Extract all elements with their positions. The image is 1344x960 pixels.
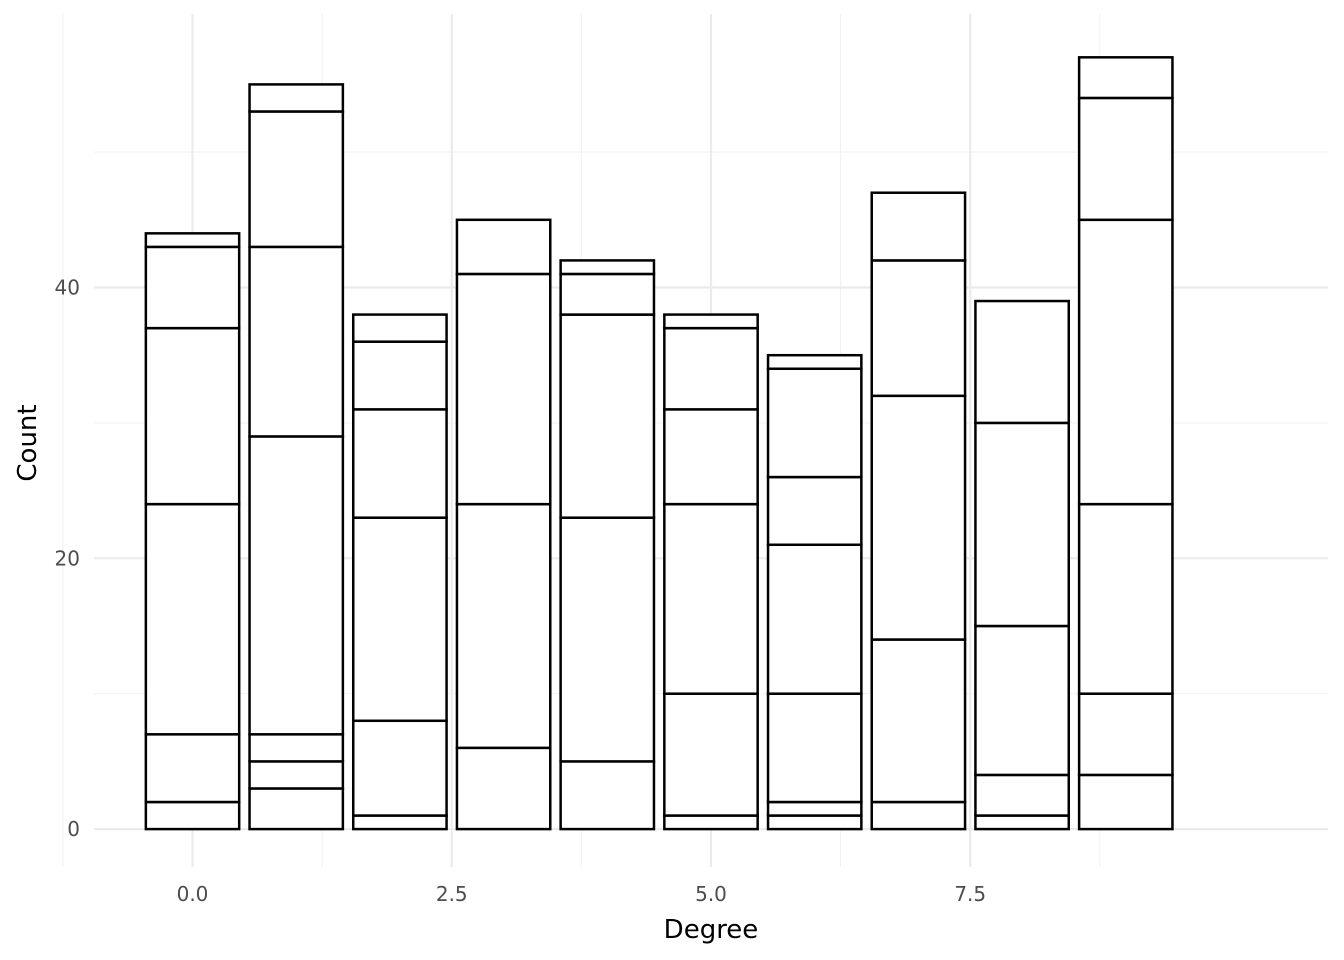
y-tick-label: 40: [55, 276, 80, 300]
bar-stack-3: [455, 218, 552, 831]
bar-segment: [663, 313, 759, 330]
bar-stack-2: [351, 313, 448, 831]
bar-segment: [248, 83, 345, 113]
bar-segment: [351, 340, 448, 411]
bar-segment: [455, 272, 552, 506]
bars-group: [144, 56, 1174, 831]
x-tick-label: 2.5: [436, 882, 468, 906]
bar-segment: [351, 516, 448, 723]
y-tick-label: 0: [67, 817, 80, 841]
bar-segment: [248, 110, 345, 249]
bar-segment: [248, 787, 345, 831]
bar-segment: [1077, 56, 1174, 100]
y-axis-title: Count: [13, 404, 43, 481]
bar-segment: [1077, 502, 1174, 695]
bar-segment: [766, 800, 863, 817]
bar-segment: [1077, 773, 1174, 831]
bar-segment: [248, 733, 345, 763]
bar-segment: [559, 313, 656, 519]
bar-stack-1: [248, 83, 345, 831]
bar-stack-4: [559, 259, 656, 831]
bar-segment: [1077, 218, 1174, 506]
bar-segment: [559, 272, 656, 316]
bar-segment: [974, 624, 1071, 777]
bar-segment: [144, 232, 241, 249]
bar-segment: [455, 218, 552, 276]
bar-segment: [974, 814, 1071, 831]
bar-segment: [663, 692, 759, 817]
bar-segment: [974, 773, 1071, 817]
bar-segment: [870, 638, 967, 804]
bar-segment: [455, 502, 552, 750]
bar-segment: [663, 408, 759, 506]
bar-segment: [248, 760, 345, 790]
bar-segment: [455, 746, 552, 831]
bar-segment: [144, 245, 241, 330]
bar-segment: [766, 814, 863, 831]
bar-segment: [248, 245, 345, 438]
bar-segment: [248, 435, 345, 736]
bar-segment: [870, 259, 967, 398]
bar-segment: [766, 367, 863, 479]
bar-segment: [766, 692, 863, 804]
bar-stack-6: [766, 353, 863, 831]
bar-segment: [663, 326, 759, 411]
bar-segment: [559, 516, 656, 763]
bar-segment: [351, 719, 448, 817]
bar-stack-7: [870, 191, 967, 831]
bar-segment: [144, 502, 241, 736]
bar-segment: [351, 408, 448, 519]
y-tick-label: 20: [55, 546, 80, 570]
bar-segment: [144, 733, 241, 804]
bar-segment: [351, 814, 448, 831]
bar-stack-0: [144, 232, 241, 831]
bar-segment: [766, 353, 863, 370]
bar-segment: [870, 800, 967, 831]
bar-segment: [1077, 96, 1174, 222]
bar-stack-8: [974, 299, 1071, 831]
x-tick-label: 0.0: [177, 882, 209, 906]
bar-segment: [974, 421, 1071, 628]
bar-segment: [870, 191, 967, 262]
y-tick-labels: 0 20 40: [55, 276, 80, 842]
bar-segment: [766, 475, 863, 547]
bar-segment: [351, 313, 448, 343]
bar-segment: [559, 760, 656, 831]
bar-stack-5: [663, 313, 759, 831]
bar-segment: [559, 259, 656, 276]
bar-segment: [663, 502, 759, 695]
bar-segment: [766, 543, 863, 695]
bar-stack-9: [1077, 56, 1174, 831]
x-tick-label: 5.0: [695, 882, 727, 906]
bar-segment: [144, 326, 241, 506]
bar-segment: [1077, 692, 1174, 777]
x-tick-labels: 0.0 2.5 5.0 7.5: [177, 882, 987, 906]
x-tick-label: 7.5: [954, 882, 986, 906]
bar-segment: [144, 800, 241, 831]
bar-segment: [974, 299, 1071, 425]
x-axis-title: Degree: [664, 915, 759, 945]
bar-segment: [870, 394, 967, 641]
bar-segment: [663, 814, 759, 831]
